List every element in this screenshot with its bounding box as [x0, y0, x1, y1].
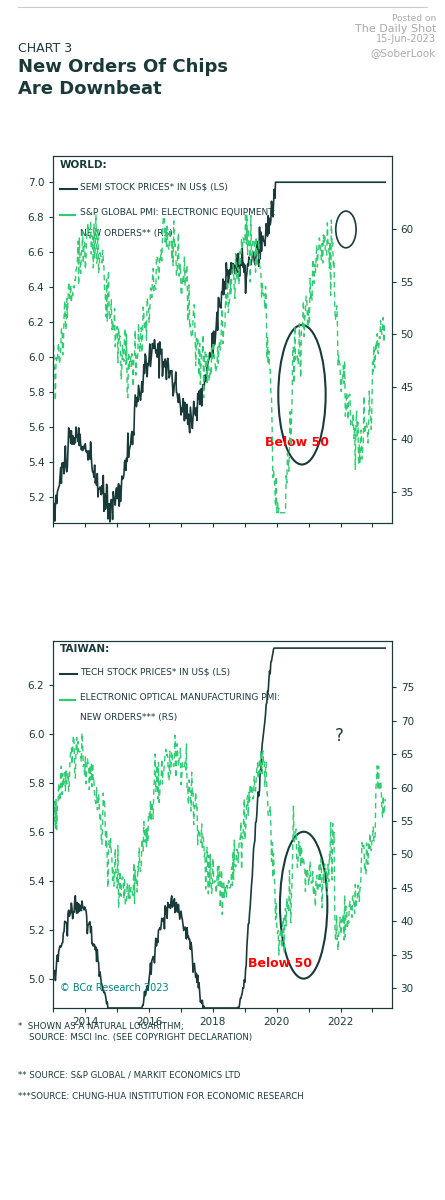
- Text: ** SOURCE: S&P GLOBAL / MARKIT ECONOMICS LTD: ** SOURCE: S&P GLOBAL / MARKIT ECONOMICS…: [18, 1070, 240, 1080]
- Text: Below 50: Below 50: [265, 436, 329, 449]
- Text: ELECTRONIC OPTICAL MANUFACTURING PMI:: ELECTRONIC OPTICAL MANUFACTURING PMI:: [81, 694, 280, 702]
- Text: NEW ORDERS** (RS): NEW ORDERS** (RS): [81, 229, 173, 238]
- Text: TAIWAN:: TAIWAN:: [60, 644, 110, 654]
- Text: NEW ORDERS*** (RS): NEW ORDERS*** (RS): [81, 713, 178, 722]
- Text: S&P GLOBAL PMI: ELECTRONIC EQUIPMENT:: S&P GLOBAL PMI: ELECTRONIC EQUIPMENT:: [81, 209, 276, 217]
- Text: WORLD:: WORLD:: [60, 160, 108, 169]
- Text: Posted on: Posted on: [392, 14, 436, 23]
- Text: Below 50: Below 50: [248, 958, 312, 971]
- Text: CHART 3: CHART 3: [18, 42, 72, 55]
- Text: ?: ?: [335, 727, 344, 745]
- Text: TECH STOCK PRICES* IN US$ (LS): TECH STOCK PRICES* IN US$ (LS): [81, 667, 231, 677]
- Text: @SoberLook: @SoberLook: [371, 48, 436, 58]
- Text: SEMI STOCK PRICES* IN US$ (LS): SEMI STOCK PRICES* IN US$ (LS): [81, 182, 228, 192]
- Text: ***SOURCE: CHUNG-HUA INSTITUTION FOR ECONOMIC RESEARCH: ***SOURCE: CHUNG-HUA INSTITUTION FOR ECO…: [18, 1092, 303, 1102]
- Text: *  SHOWN AS A NATURAL LOGARITHM;
    SOURCE: MSCI Inc. (SEE COPYRIGHT DECLARATIO: * SHOWN AS A NATURAL LOGARITHM; SOURCE: …: [18, 1022, 252, 1042]
- Text: 15-Jun-2023: 15-Jun-2023: [376, 34, 436, 43]
- Text: © BCα Research 2023: © BCα Research 2023: [60, 983, 169, 994]
- Text: The Daily Shot: The Daily Shot: [355, 24, 436, 34]
- Text: New Orders Of Chips
Are Downbeat: New Orders Of Chips Are Downbeat: [18, 58, 228, 98]
